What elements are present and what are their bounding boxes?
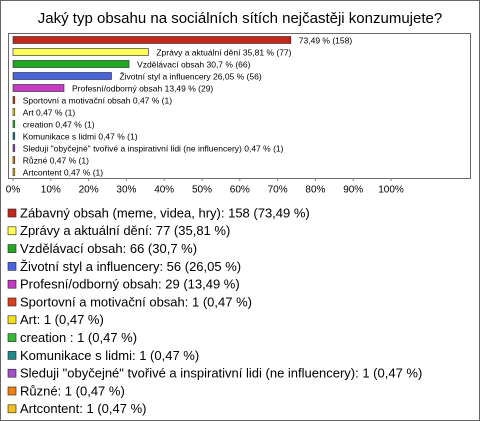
x-tick-label: 40% xyxy=(154,185,174,196)
legend-swatch xyxy=(7,404,17,414)
bar xyxy=(12,168,16,176)
value-label: 73,49 % (158) xyxy=(299,35,353,45)
legend-swatch xyxy=(7,368,17,378)
bar xyxy=(12,72,112,80)
legend-label: Profesní/odborný obsah: 29 (13,49 %) xyxy=(20,277,240,292)
bar xyxy=(12,60,130,68)
x-tick-label: 50% xyxy=(192,185,212,196)
legend-swatch xyxy=(7,351,17,360)
bar xyxy=(12,36,292,44)
legend-label: Zprávy a aktuální dění: 77 (35,81 %) xyxy=(20,223,230,238)
legend-label: Komunikace s lidmi: 1 (0,47 %) xyxy=(20,348,199,363)
x-tick-label: 80% xyxy=(305,185,325,196)
bar xyxy=(12,96,16,104)
legend-label: Zábavný obsah (meme, videa, hry): 158 (7… xyxy=(20,205,310,220)
value-label: Vzdělávací obsah 30,7 % (66) xyxy=(137,59,251,69)
legend-label: Různé: 1 (0,47 %) xyxy=(20,383,125,398)
legend-label: Životní styl a influencery: 56 (26,05 %) xyxy=(20,259,241,274)
value-label: creation 0,47 % (1) xyxy=(23,119,95,129)
bar xyxy=(12,120,16,128)
bar xyxy=(12,84,65,92)
x-tick-label: 100% xyxy=(378,185,404,196)
bar xyxy=(12,48,149,56)
value-label: Artcontent 0,47 % (1) xyxy=(23,167,103,177)
x-tick-label: 90% xyxy=(343,185,363,196)
legend-label: Sportovní a motivační obsah: 1 (0,47 %) xyxy=(20,294,252,309)
legend-label: creation : 1 (0,47 %) xyxy=(20,330,137,345)
value-label: Životní styl a influencery 26,05 % (56) xyxy=(119,71,261,81)
x-tick-label: 30% xyxy=(116,185,136,196)
legend-swatch xyxy=(7,315,17,325)
bar xyxy=(12,108,16,116)
value-label: Art 0,47 % (1) xyxy=(23,107,76,117)
bar xyxy=(12,144,16,152)
legend-swatch xyxy=(7,279,17,289)
legend-swatch xyxy=(7,208,17,218)
legend-swatch xyxy=(7,386,17,396)
legend-swatch xyxy=(7,244,17,253)
value-label: Profesní/odborný obsah 13,49 % (29) xyxy=(72,83,213,93)
x-tick-label: 0% xyxy=(6,185,21,196)
bar xyxy=(12,156,16,164)
x-tick-label: 20% xyxy=(79,185,99,196)
legend-swatch xyxy=(7,226,17,236)
legend-label: Vzdělávací obsah: 66 (30,7 %) xyxy=(20,241,197,256)
legend-label: Sleduji "obyčejné" tvořivé a inspirativn… xyxy=(20,366,422,381)
legend-label: Art: 1 (0,47 %) xyxy=(20,312,104,327)
value-label: Sportovní a motivační obsah 0,47 % (1) xyxy=(23,95,172,105)
x-tick-label: 60% xyxy=(230,185,250,196)
value-label: Různé 0,47 % (1) xyxy=(23,155,89,165)
x-tick-label: 10% xyxy=(41,185,61,196)
bar xyxy=(12,132,16,140)
legend-swatch xyxy=(7,262,17,271)
value-label: Zprávy a aktuální dění 35,81 % (77) xyxy=(156,47,291,57)
x-tick-label: 70% xyxy=(268,185,288,196)
value-label: Komunikace s lidmi 0,47 % (1) xyxy=(23,131,138,141)
legend-swatch xyxy=(7,333,17,342)
value-label: Sleduji "obyčejné" tvořivé a inspirativn… xyxy=(23,143,284,153)
legend-label: Artcontent: 1 (0,47 %) xyxy=(20,401,146,416)
chart-title: Jaký typ obsahu na sociálních sítích nej… xyxy=(38,10,442,27)
legend-swatch xyxy=(7,297,17,307)
